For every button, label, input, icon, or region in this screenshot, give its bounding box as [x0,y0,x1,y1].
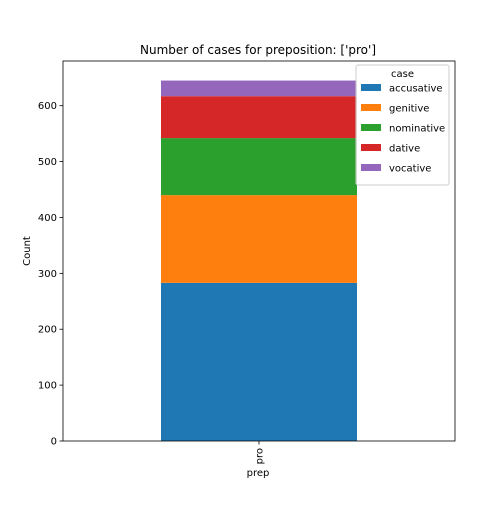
y-tick-label: 200 [38,325,57,336]
bar-segment-nominative [161,138,357,196]
legend-label-genitive: genitive [389,104,429,115]
x-axis-label: prep [247,468,270,479]
bar-segment-dative [161,96,357,139]
legend-label-vocative: vocative [389,164,431,175]
bar-segment-accusative [161,282,357,441]
legend-swatch-nominative [361,124,381,131]
legend-swatch-dative [361,144,381,151]
y-tick-label: 400 [38,213,57,224]
legend-title: case [391,69,414,80]
legend-swatch-vocative [361,164,381,171]
y-axis-ticks: 0 100 200 300 400 500 600 [38,101,63,448]
bar-segment-vocative [161,80,357,97]
legend-label-accusative: accusative [389,84,443,95]
legend-swatch-accusative [361,84,381,91]
y-tick-label: 600 [38,101,57,112]
bars-layer [161,80,357,441]
legend-label-dative: dative [389,144,420,155]
y-tick-label: 500 [38,157,57,168]
legend: case accusative genitive nominative dative vo… [355,64,450,186]
x-tick-label: pro [255,448,266,464]
y-tick-label: 0 [51,437,57,448]
bar-segment-genitive [161,195,357,283]
y-tick-label: 100 [38,381,57,392]
y-axis-label: Count [22,236,33,266]
plot-frame [62,60,456,442]
legend-swatch-genitive [361,104,381,111]
y-tick-label: 300 [38,269,57,280]
legend-label-nominative: nominative [389,124,445,135]
x-axis-ticks: pro [255,441,266,464]
legend-frame [355,64,450,186]
chart-title: Number of cases for preposition: ['pro'] [140,43,376,57]
